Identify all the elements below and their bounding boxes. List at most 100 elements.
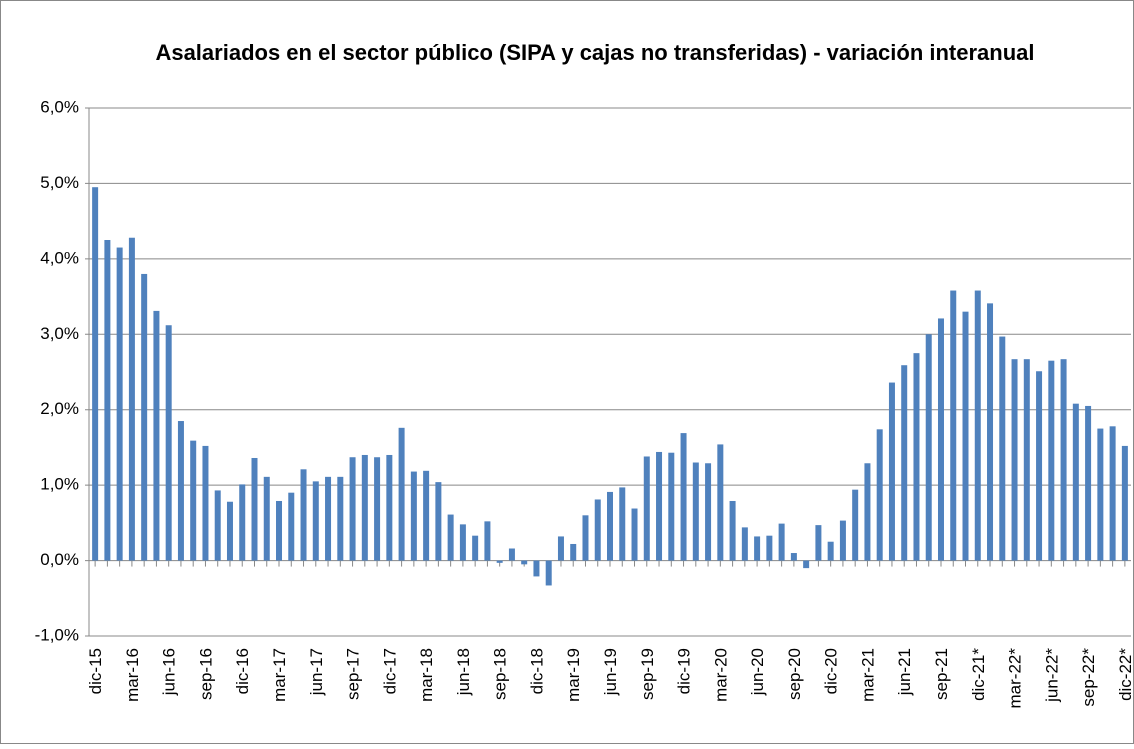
bar: [251, 457, 258, 561]
x-tick-label: mar-21: [858, 648, 877, 702]
bar: [214, 490, 221, 561]
bar: [496, 560, 503, 563]
bar: [1060, 359, 1067, 561]
bar: [582, 515, 589, 561]
bar: [153, 310, 160, 561]
bar: [937, 318, 944, 561]
bar: [668, 452, 675, 561]
chart-title: Asalariados en el sector público (SIPA y…: [155, 40, 1034, 65]
bar: [177, 421, 184, 561]
x-tick-label: jun-16: [160, 648, 179, 696]
x-tick-label: jun-21: [895, 648, 914, 696]
bar: [423, 470, 430, 561]
y-tick-label: 4,0%: [40, 248, 79, 267]
x-tick-label: sep-17: [344, 648, 363, 700]
x-tick-label: mar-22*: [1006, 648, 1025, 709]
bar: [754, 536, 761, 561]
y-tick-label: 1,0%: [40, 475, 79, 494]
bar: [999, 336, 1006, 561]
bar: [607, 491, 613, 561]
bar: [459, 524, 466, 561]
x-tick-label: sep-22*: [1079, 648, 1098, 707]
bar: [631, 508, 638, 561]
bar: [202, 445, 209, 561]
bar: [484, 521, 491, 561]
bar: [987, 303, 994, 561]
bar: [1036, 371, 1043, 561]
bar: [190, 440, 197, 561]
bar: [337, 476, 344, 561]
bar: [1011, 359, 1018, 561]
bar: [276, 500, 283, 561]
bar: [974, 290, 981, 561]
bar: [913, 353, 920, 561]
x-tick-label: jun-22*: [1042, 648, 1061, 703]
bar: [165, 325, 172, 561]
bar: [288, 492, 295, 561]
bar: [717, 444, 724, 561]
x-tick-label: jun-17: [307, 648, 326, 696]
x-tick-label: dic-17: [380, 648, 399, 694]
bar: [141, 273, 148, 561]
x-tick-label: dic-20: [822, 648, 841, 694]
bar: [876, 429, 883, 561]
bar: [619, 487, 626, 561]
bar: [1048, 360, 1055, 561]
bar: [533, 560, 540, 577]
y-tick-label: 5,0%: [40, 173, 79, 192]
x-tick-label: mar-20: [711, 648, 730, 702]
bar: [92, 187, 99, 561]
bar: [815, 525, 822, 561]
bar: [104, 240, 111, 561]
bar: [1109, 426, 1116, 561]
bar: [741, 527, 748, 561]
bar: [545, 560, 552, 586]
x-tick-label: sep-16: [196, 648, 215, 700]
bar: [839, 520, 846, 561]
bar: [263, 476, 270, 561]
bar: [226, 501, 233, 561]
bar: [594, 499, 601, 561]
bar: [778, 523, 785, 561]
x-tick-label: sep-21: [932, 648, 951, 700]
bar: [680, 433, 687, 561]
bar: [852, 489, 859, 561]
x-tick-label: jun-20: [748, 648, 767, 696]
x-tick-label: dic-15: [86, 648, 105, 694]
bar: [349, 457, 356, 561]
bar: [300, 469, 307, 561]
bar: [1121, 445, 1128, 561]
bar: [447, 514, 454, 561]
bar: [239, 484, 246, 561]
bar: [410, 471, 417, 561]
x-tick-label: dic-16: [233, 648, 252, 694]
bar: [435, 482, 442, 561]
bar: [1097, 428, 1104, 561]
x-tick-label: sep-18: [491, 648, 510, 700]
bar: [570, 543, 577, 561]
bar: [901, 365, 908, 561]
bar: [950, 290, 957, 561]
x-tick-label: dic-21*: [969, 648, 988, 701]
y-tick-label: -1,0%: [35, 625, 79, 644]
bar: [962, 311, 969, 561]
bar: [705, 463, 712, 561]
bar: [729, 500, 736, 561]
bar: [1023, 359, 1030, 561]
bar: [521, 560, 528, 565]
bar: [374, 457, 381, 561]
x-tick-label: mar-19: [564, 648, 583, 702]
bar: [925, 334, 932, 561]
y-tick-label: 0,0%: [40, 550, 79, 569]
bar: [1072, 403, 1079, 561]
bar: [312, 481, 319, 561]
y-tick-label: 2,0%: [40, 399, 79, 418]
bar: [398, 427, 405, 561]
bar: [508, 548, 515, 561]
x-tick-label: sep-20: [785, 648, 804, 700]
x-tick-label: dic-22*: [1116, 648, 1134, 701]
x-tick-label: mar-16: [123, 648, 142, 702]
bar: [472, 535, 479, 561]
